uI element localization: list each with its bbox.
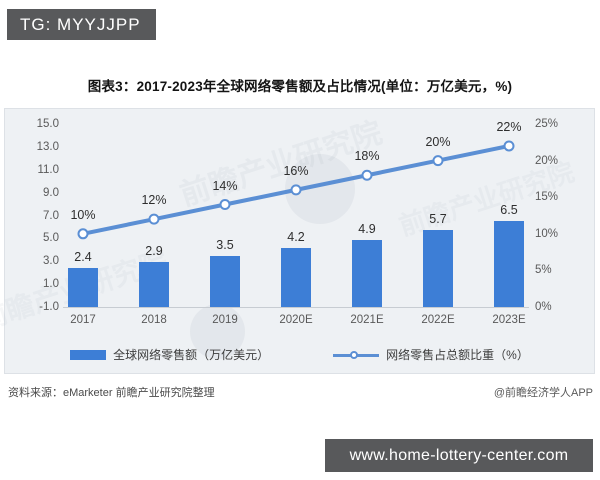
y-axis-tick-right: 0% bbox=[535, 301, 552, 313]
website-url-banner: www.home-lottery-center.com bbox=[325, 439, 593, 472]
line-marker-icon bbox=[503, 140, 515, 152]
x-axis-line bbox=[63, 307, 529, 308]
legend-label: 网络零售占总额比重（%） bbox=[386, 348, 529, 362]
x-axis-label: 2017 bbox=[70, 314, 96, 326]
line-marker-icon bbox=[148, 213, 160, 225]
line-value-label: 22% bbox=[496, 119, 522, 134]
y-axis-tick-right: 25% bbox=[535, 118, 559, 130]
bar-2020E bbox=[281, 247, 311, 307]
line-value-label: 10% bbox=[70, 207, 96, 222]
line-value-label: 12% bbox=[141, 193, 167, 208]
x-axis-label: 2018 bbox=[141, 314, 167, 326]
y-axis-tick-left: 1.0 bbox=[43, 278, 59, 291]
x-axis-label: 2020E bbox=[279, 314, 313, 326]
y-axis-tick-left: 3.0 bbox=[43, 255, 59, 268]
line-series bbox=[77, 140, 515, 240]
bar-value-label: 4.9 bbox=[358, 221, 376, 236]
y-axis-tick-right: 20% bbox=[535, 154, 559, 167]
chart-panel: 前瞻产业研究院 前瞻产业研究院 前瞻产业研究院 15.013.011.09.07… bbox=[0, 108, 595, 374]
y-axis-tick-left: 15.0 bbox=[36, 118, 59, 130]
x-axis-label: 2019 bbox=[212, 314, 238, 326]
y-axis-tick-left: -1.0 bbox=[39, 301, 59, 313]
y-axis-tick-left: 5.0 bbox=[43, 232, 59, 245]
bar-value-label: 2.9 bbox=[145, 244, 163, 259]
y-axis-tick-left: 9.0 bbox=[43, 186, 59, 199]
credit-note: @前瞻经济学人APP bbox=[493, 387, 593, 399]
bar-2018 bbox=[139, 262, 169, 307]
x-axis-label: 2022E bbox=[421, 314, 455, 326]
y-axis-tick-left: 13.0 bbox=[36, 140, 59, 153]
line-marker-icon bbox=[77, 228, 89, 240]
legend-item-bar-series: 全球网络零售额（万亿美元） bbox=[70, 346, 269, 363]
line-value-label: 16% bbox=[283, 163, 309, 178]
line-value-label: 14% bbox=[212, 178, 238, 193]
y-axis-tick-left: 11.0 bbox=[37, 163, 59, 176]
line-series-swatch-icon bbox=[333, 350, 380, 360]
tg-badge: TG: MYYJJPP bbox=[7, 9, 156, 40]
x-axis-label: 2023E bbox=[492, 314, 526, 326]
y-axis-tick-right: 5% bbox=[535, 264, 552, 277]
line-value-label: 18% bbox=[354, 149, 380, 164]
y-axis-tick-right: 15% bbox=[535, 191, 559, 204]
line-marker-icon bbox=[361, 169, 373, 181]
bar-2022E bbox=[423, 230, 453, 307]
bar-value-label: 3.5 bbox=[216, 237, 234, 252]
y-axis-tick-left: 7.0 bbox=[43, 209, 59, 222]
line-marker-icon bbox=[290, 184, 302, 196]
line-marker-icon bbox=[432, 155, 444, 167]
bar-2021E bbox=[352, 239, 382, 307]
x-axis-label: 2021E bbox=[350, 314, 384, 326]
bar-2019 bbox=[210, 255, 240, 307]
bar-2023E bbox=[494, 221, 524, 307]
legend-label: 全球网络零售额（万亿美元） bbox=[113, 348, 270, 362]
legend-item-line-series: 网络零售占总额比重（%） bbox=[333, 346, 529, 363]
data-source-note: 资料来源：eMarketer 前瞻产业研究院整理 bbox=[8, 387, 215, 399]
bar-value-label: 2.4 bbox=[74, 250, 92, 265]
chart-legend: 全球网络零售额（万亿美元） 网络零售占总额比重（%） bbox=[5, 346, 594, 363]
bar-value-label: 5.7 bbox=[429, 212, 447, 227]
bar-value-label: 6.5 bbox=[500, 203, 518, 218]
chart-title: 图表3：2017-2023年全球网络零售额及占比情况(单位：万亿美元，%) bbox=[87, 79, 513, 94]
y-axis-tick-right: 10% bbox=[535, 227, 559, 240]
bar-2017 bbox=[68, 268, 98, 307]
bar-value-label: 4.2 bbox=[287, 229, 305, 244]
bar-series-swatch-icon bbox=[70, 349, 107, 360]
line-value-label: 20% bbox=[425, 134, 451, 149]
line-marker-icon bbox=[219, 199, 231, 211]
